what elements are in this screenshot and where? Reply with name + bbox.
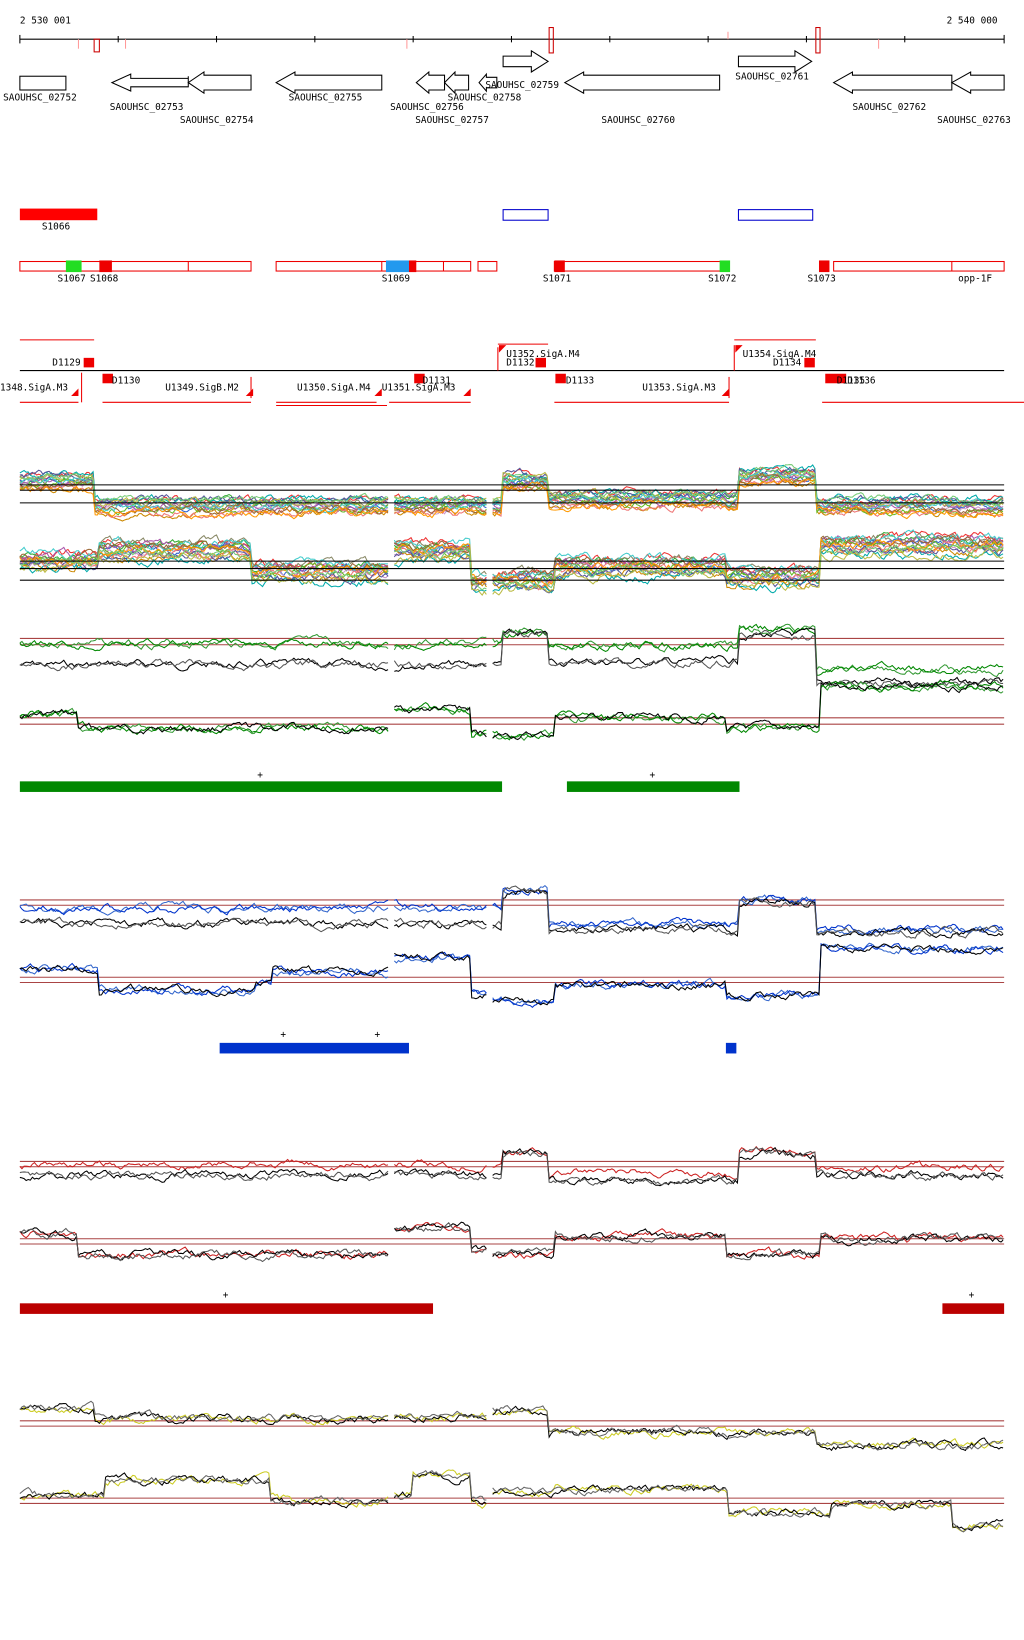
gene-label: SAOUHSC_02757 [415,115,489,126]
segment-label: U1353.SigA.M3 [642,383,716,394]
segment-label: D1133 [566,375,594,386]
ruler [19,26,1005,54]
segment-label: D1129 [52,357,81,368]
gene-label: SAOUHSC_02759 [485,80,559,91]
feature-label: S1069 [382,274,411,285]
trace [19,1406,1004,1449]
gene-label: SAOUHSC_02761 [735,71,809,82]
trace [19,1221,1004,1263]
gene-labels: SAOUHSC_02752 SAOUHSC_02753 SAOUHSC_0275… [3,71,1011,125]
ruler-start: 2 530 001 [20,15,71,26]
bar-mark: + [374,1030,380,1041]
bar-mark: + [257,770,263,781]
feature-label: S1066 [42,222,71,233]
bar-mark: + [280,1030,286,1041]
bar-mark: + [223,1290,229,1301]
trace [19,1147,1004,1187]
bar-mark: + [650,770,656,781]
segment-label: D1132 [506,357,534,368]
gene-arrows [19,49,1005,95]
trace [19,889,1004,939]
ruler-end: 2 540 000 [947,15,998,26]
gene-label: SAOUHSC_02756 [390,102,464,113]
trace [19,1146,1004,1186]
trace [19,629,1004,687]
segment-label: D1136 [847,375,876,386]
trace [19,887,1004,935]
condition-bars [19,781,1005,1314]
segment-label: D1130 [112,375,141,386]
segment-label: U1350.SigA.M4 [297,383,371,394]
expression-traces [19,464,1005,1533]
gene-label: SAOUHSC_02758 [448,93,522,104]
gene-label: SAOUHSC_02752 [3,93,77,104]
features [19,208,1005,273]
trace [19,943,1004,1006]
segment-label: D1135 [837,375,865,386]
trace [19,623,1004,676]
trace [19,942,1004,1008]
trace [19,1400,1004,1451]
trace [19,942,1004,1006]
feature-label: S1073 [807,274,835,285]
gene-label: SAOUHSC_02760 [601,115,675,126]
gene-label: SAOUHSC_02753 [110,102,184,113]
gene-label: SAOUHSC_02755 [289,93,363,104]
segment-label: D1134 [773,357,802,368]
feature-label: opp-1F [958,274,992,285]
trace [19,680,1004,741]
segment-label: U1351.SigA.M3 [382,383,456,394]
gene-label: SAOUHSC_02754 [180,115,254,126]
trace [19,1469,1004,1533]
feature-label: S1067 [58,274,86,285]
trace [19,472,1004,512]
segment-label: U1349.SigB.M2 [165,383,239,394]
segment-label: 1348.SigA.M3 [0,383,68,394]
feature-label: S1071 [543,274,572,285]
bar-mark: + [969,1290,975,1301]
segment-label: D1131 [423,375,452,386]
gene-label: SAOUHSC_02763 [937,115,1011,126]
trace [19,477,1004,520]
feature-label: S1072 [708,274,736,285]
trace [19,464,1004,506]
feature-label: S1068 [90,274,119,285]
trace [19,681,1004,741]
trace [19,1221,1004,1261]
trace [19,1221,1004,1261]
gene-label: SAOUHSC_02762 [852,102,926,113]
segment-label: U1354.SigA.M4 [743,349,817,360]
trace [19,1145,1004,1180]
trace [19,885,1004,939]
segment-label: U1352.SigA.M4 [506,349,580,360]
